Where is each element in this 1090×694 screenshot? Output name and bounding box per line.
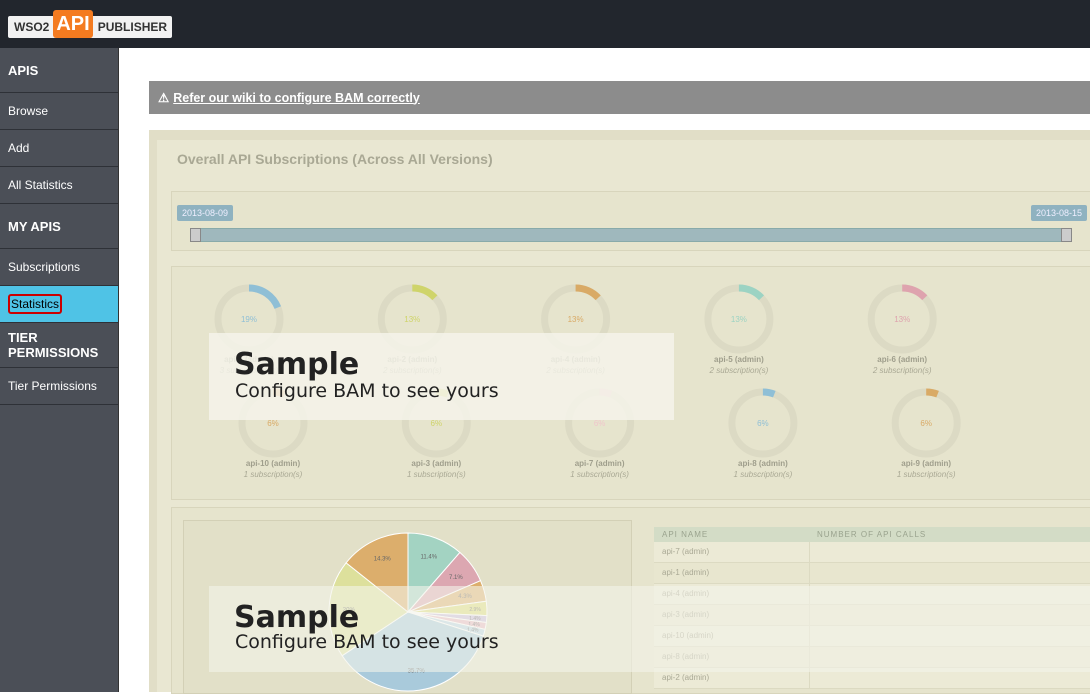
start-date: 2013-08-09 bbox=[177, 205, 234, 221]
api-name: api-3 (admin) bbox=[411, 459, 461, 468]
nav-link[interactable]: All Statistics bbox=[0, 167, 118, 204]
nav-text: Browse bbox=[8, 104, 49, 118]
nav-text: Statistics bbox=[8, 294, 63, 314]
donut-label: 13% bbox=[404, 315, 420, 324]
nav-text: All Statistics bbox=[8, 178, 73, 192]
nav-heading: APIS bbox=[0, 48, 118, 93]
donut-label: 6% bbox=[267, 419, 279, 428]
donut-arc bbox=[926, 388, 939, 398]
api-name: api-5 (admin) bbox=[714, 355, 764, 364]
donut-arc bbox=[412, 284, 438, 301]
nav-text: APIS bbox=[8, 62, 39, 78]
panel-title: Overall API Subscriptions (Across All Ve… bbox=[177, 151, 493, 167]
overlay-title: Sample bbox=[234, 347, 360, 382]
donut-label: 6% bbox=[594, 419, 606, 428]
donut-arc bbox=[738, 284, 765, 301]
donut-arc bbox=[901, 284, 928, 301]
api-name: api-6 (admin) bbox=[877, 355, 927, 364]
donut-label: 13% bbox=[568, 315, 584, 324]
api-subscriptions: 1 subscription(s) bbox=[244, 470, 303, 479]
api-subscriptions: 1 subscription(s) bbox=[734, 470, 793, 479]
header: WSO2 API PUBLISHER bbox=[0, 0, 1090, 48]
nav-text: Subscriptions bbox=[8, 260, 81, 274]
logo-api: API bbox=[53, 10, 93, 38]
donut-arc bbox=[762, 388, 776, 398]
table-row: api-2 (admin) bbox=[654, 668, 1090, 689]
logo[interactable]: WSO2 API PUBLISHER bbox=[8, 10, 173, 38]
api-name-cell: api-7 (admin) bbox=[654, 542, 810, 562]
slider-handle[interactable] bbox=[1061, 228, 1072, 242]
nav-text: TIER PERMISSIONS bbox=[8, 330, 99, 360]
logo-wso2: WSO2 bbox=[14, 20, 50, 34]
nav-active[interactable]: Statistics bbox=[0, 286, 118, 323]
api-name: api-8 (admin) bbox=[738, 459, 788, 468]
slider-handle[interactable] bbox=[190, 228, 201, 242]
sample-overlay: Sample Configure BAM to see yours bbox=[209, 586, 1090, 672]
end-date: 2013-08-15 bbox=[1031, 205, 1088, 221]
donut-label: 13% bbox=[731, 315, 747, 324]
overlay-text: Configure BAM to see yours bbox=[235, 631, 499, 653]
api-subscriptions: 1 subscription(s) bbox=[570, 470, 629, 479]
donut-label: 19% bbox=[241, 315, 257, 324]
pie-label: 14.3% bbox=[374, 557, 392, 563]
nav-link[interactable]: Subscriptions bbox=[0, 249, 118, 286]
nav-text: MY APIS bbox=[8, 218, 61, 234]
donut-arc bbox=[248, 284, 282, 310]
donut-label: 6% bbox=[757, 419, 769, 428]
nav-link[interactable]: Tier Permissions bbox=[0, 368, 118, 405]
api-name-cell: api-2 (admin) bbox=[654, 668, 810, 688]
column-header: API NAME bbox=[662, 530, 709, 539]
nav-heading: MY APIS bbox=[0, 204, 118, 249]
donut-label: 6% bbox=[431, 419, 443, 428]
donut-arc bbox=[575, 284, 601, 301]
nav-text: Add bbox=[8, 141, 30, 155]
wiki-link[interactable]: Refer our wiki to configure BAM correctl… bbox=[173, 90, 420, 105]
pie-label: 7.1% bbox=[449, 575, 463, 581]
table-header: API NAME NUMBER OF API CALLS bbox=[654, 527, 1090, 542]
warning-bar: ⚠ Refer our wiki to configure BAM correct… bbox=[149, 81, 1090, 114]
overlay-title: Sample bbox=[234, 600, 360, 635]
api-name: api-10 (admin) bbox=[246, 459, 301, 468]
nav-link[interactable]: Browse bbox=[0, 93, 118, 130]
api-name: api-9 (admin) bbox=[901, 459, 951, 468]
sidebar: APIS Browse Add All Statistics MY APIS Subscr… bbox=[0, 48, 119, 692]
table-row: api-1 (admin) bbox=[654, 563, 1090, 584]
warning-icon: ⚠ bbox=[158, 91, 170, 105]
nav-heading: TIER PERMISSIONS bbox=[0, 323, 118, 368]
overlay-text: Configure BAM to see yours bbox=[235, 380, 499, 402]
api-subscriptions: 2 subscription(s) bbox=[709, 366, 769, 375]
nav-text: Tier Permissions bbox=[8, 379, 97, 393]
api-subscriptions: 2 subscription(s) bbox=[872, 366, 932, 375]
table-row: api-7 (admin) bbox=[654, 542, 1090, 563]
api-subscriptions: 1 subscription(s) bbox=[407, 470, 466, 479]
api-name-cell: api-1 (admin) bbox=[654, 563, 810, 583]
pie-label: 11.4% bbox=[421, 555, 438, 561]
donut-label: 13% bbox=[894, 315, 910, 324]
api-subscriptions: 1 subscription(s) bbox=[897, 470, 956, 479]
api-name: api-7 (admin) bbox=[575, 459, 625, 468]
nav-link[interactable]: Add bbox=[0, 130, 118, 167]
logo-publisher: PUBLISHER bbox=[97, 20, 168, 34]
donut-label: 6% bbox=[920, 419, 932, 428]
sample-overlay: Sample Configure BAM to see yours bbox=[209, 333, 674, 420]
column-header: NUMBER OF API CALLS bbox=[817, 530, 927, 539]
